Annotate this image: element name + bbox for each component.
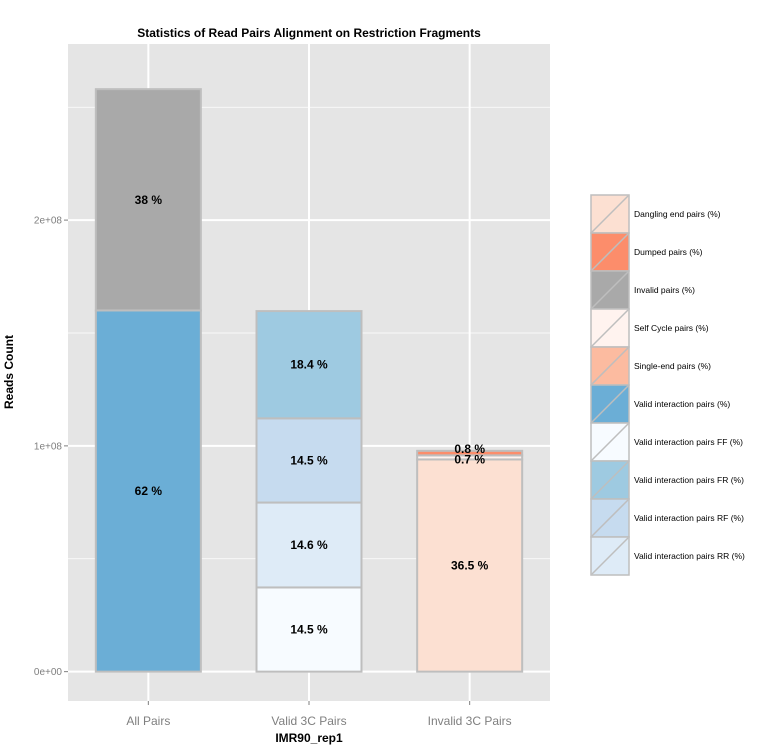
bar-segment bbox=[94, 88, 202, 312]
legend-item: Valid interaction pairs (%) bbox=[590, 384, 730, 424]
y-tick-label: 2e+08 bbox=[34, 216, 63, 227]
legend-label: Valid interaction pairs FF (%) bbox=[634, 437, 743, 447]
bar-segment bbox=[94, 309, 202, 673]
bars bbox=[94, 88, 524, 673]
x-tick-label: All Pairs bbox=[126, 714, 170, 728]
bar-segment bbox=[255, 310, 363, 420]
legend-item: Valid interaction pairs RR (%) bbox=[590, 536, 745, 576]
bar-data-label: 0.8 % bbox=[454, 442, 485, 456]
legend-item: Self Cycle pairs (%) bbox=[590, 308, 709, 348]
legend-label: Valid interaction pairs RF (%) bbox=[634, 513, 744, 523]
legend-key-slash bbox=[591, 309, 629, 347]
legend-label: Self Cycle pairs (%) bbox=[634, 323, 709, 333]
bar-data-label: 36.5 % bbox=[451, 559, 489, 573]
bar-segment bbox=[255, 417, 363, 504]
bar-data-label: 38 % bbox=[135, 193, 163, 207]
legend-key-slash bbox=[591, 233, 629, 271]
chart-title: Statistics of Read Pairs Alignment on Re… bbox=[137, 26, 481, 40]
legend-key-slash bbox=[591, 271, 629, 309]
bar-data-label: 0.7 % bbox=[454, 452, 485, 466]
legend-label: Invalid pairs (%) bbox=[634, 285, 695, 295]
bar-segment bbox=[416, 458, 524, 673]
legend: Dangling end pairs (%) Dumped pairs (%) In… bbox=[590, 194, 745, 576]
y-tick-label: 0e+00 bbox=[34, 667, 63, 678]
legend-label: Valid interaction pairs FR (%) bbox=[634, 475, 744, 485]
legend-item: Valid interaction pairs FF (%) bbox=[590, 422, 743, 462]
legend-item: Dumped pairs (%) bbox=[590, 232, 703, 272]
legend-key-slash bbox=[591, 461, 629, 499]
bar-data-label: 14.5 % bbox=[290, 623, 328, 637]
legend-key-slash bbox=[591, 423, 629, 461]
y-tick-label: 1e+08 bbox=[34, 441, 63, 452]
legend-item: Invalid pairs (%) bbox=[590, 270, 695, 310]
legend-label: Dumped pairs (%) bbox=[634, 247, 703, 257]
y-axis-ticks: 0e+00 1e+08 2e+08 bbox=[34, 216, 68, 678]
x-tick-label: Invalid 3C Pairs bbox=[428, 714, 512, 728]
legend-label: Valid interaction pairs RR (%) bbox=[634, 551, 745, 561]
legend-key-slash bbox=[591, 347, 629, 385]
legend-item: Single-end pairs (%) bbox=[590, 346, 711, 386]
x-axis-ticks: All Pairs Valid 3C Pairs Invalid 3C Pairs bbox=[126, 701, 512, 728]
legend-label: Valid interaction pairs (%) bbox=[634, 399, 730, 409]
bar-data-label: 18.4 % bbox=[290, 358, 328, 372]
legend-item: Valid interaction pairs RF (%) bbox=[590, 498, 744, 538]
legend-item: Valid interaction pairs FR (%) bbox=[590, 460, 744, 500]
legend-key-slash bbox=[591, 537, 629, 575]
legend-label: Dangling end pairs (%) bbox=[634, 209, 721, 219]
legend-key-slash bbox=[591, 195, 629, 233]
legend-key-slash bbox=[591, 385, 629, 423]
bar-data-label: 62 % bbox=[135, 484, 163, 498]
bar-labels: 62 % 38 % 14.5 % 14.6 % 14.5 % 18.4 % 36.5 % 0.… bbox=[135, 193, 489, 637]
x-tick-label: Valid 3C Pairs bbox=[271, 714, 346, 728]
x-axis-title: IMR90_rep1 bbox=[275, 731, 343, 745]
y-axis-title: Reads Count bbox=[2, 335, 16, 409]
legend-key-slash bbox=[591, 499, 629, 537]
legend-label: Single-end pairs (%) bbox=[634, 361, 711, 371]
bar-data-label: 14.5 % bbox=[290, 453, 328, 467]
bar-data-label: 14.6 % bbox=[290, 538, 328, 552]
legend-item: Dangling end pairs (%) bbox=[590, 194, 721, 234]
bar-segment bbox=[416, 449, 524, 457]
